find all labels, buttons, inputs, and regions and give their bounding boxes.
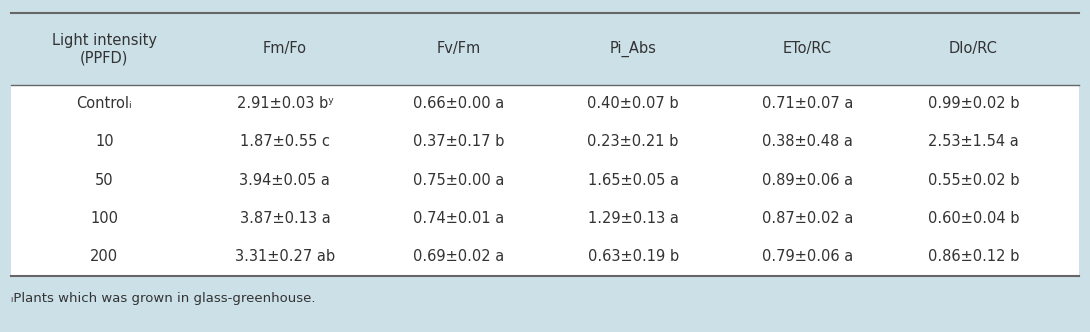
Text: 0.69±0.02 a: 0.69±0.02 a <box>413 249 505 264</box>
Text: 1.29±0.13 a: 1.29±0.13 a <box>588 211 679 226</box>
Text: ᵢPlants which was grown in glass-greenhouse.: ᵢPlants which was grown in glass-greenho… <box>11 292 315 305</box>
Text: 0.79±0.06 a: 0.79±0.06 a <box>762 249 852 264</box>
Text: Fv/Fm: Fv/Fm <box>437 42 481 56</box>
Text: 0.60±0.04 b: 0.60±0.04 b <box>928 211 1019 226</box>
Text: 0.89±0.06 a: 0.89±0.06 a <box>762 173 852 188</box>
Bar <box>11 85 1079 276</box>
Text: 0.66±0.00 a: 0.66±0.00 a <box>413 96 505 111</box>
Text: 0.74±0.01 a: 0.74±0.01 a <box>413 211 505 226</box>
Text: 1.65±0.05 a: 1.65±0.05 a <box>588 173 679 188</box>
Text: 100: 100 <box>90 211 119 226</box>
Text: 0.37±0.17 b: 0.37±0.17 b <box>413 134 505 149</box>
Bar <box>11 13 1079 85</box>
Text: 0.75±0.00 a: 0.75±0.00 a <box>413 173 505 188</box>
Text: 2.91±0.03 bʸ: 2.91±0.03 bʸ <box>237 96 334 111</box>
Text: 0.55±0.02 b: 0.55±0.02 b <box>928 173 1019 188</box>
Text: 3.31±0.27 ab: 3.31±0.27 ab <box>234 249 335 264</box>
Text: Light intensity
(PPFD): Light intensity (PPFD) <box>52 33 157 65</box>
Text: ETo/RC: ETo/RC <box>783 42 832 56</box>
Text: DIo/RC: DIo/RC <box>949 42 997 56</box>
Text: 2.53±1.54 a: 2.53±1.54 a <box>928 134 1019 149</box>
Text: 200: 200 <box>90 249 119 264</box>
Text: 0.71±0.07 a: 0.71±0.07 a <box>762 96 853 111</box>
Text: 0.86±0.12 b: 0.86±0.12 b <box>928 249 1019 264</box>
Text: 0.99±0.02 b: 0.99±0.02 b <box>928 96 1019 111</box>
Text: 0.63±0.19 b: 0.63±0.19 b <box>588 249 679 264</box>
Text: 0.38±0.48 a: 0.38±0.48 a <box>762 134 852 149</box>
Text: 10: 10 <box>95 134 113 149</box>
Text: 0.87±0.02 a: 0.87±0.02 a <box>762 211 853 226</box>
Text: Controlᵢ: Controlᵢ <box>76 96 132 111</box>
Text: 50: 50 <box>95 173 113 188</box>
Text: 3.87±0.13 a: 3.87±0.13 a <box>240 211 330 226</box>
Text: Pi_Abs: Pi_Abs <box>609 41 656 57</box>
Text: 3.94±0.05 a: 3.94±0.05 a <box>240 173 330 188</box>
Text: 0.23±0.21 b: 0.23±0.21 b <box>588 134 679 149</box>
Text: 0.40±0.07 b: 0.40±0.07 b <box>588 96 679 111</box>
Text: 1.87±0.55 c: 1.87±0.55 c <box>240 134 330 149</box>
Text: Fm/Fo: Fm/Fo <box>263 42 307 56</box>
